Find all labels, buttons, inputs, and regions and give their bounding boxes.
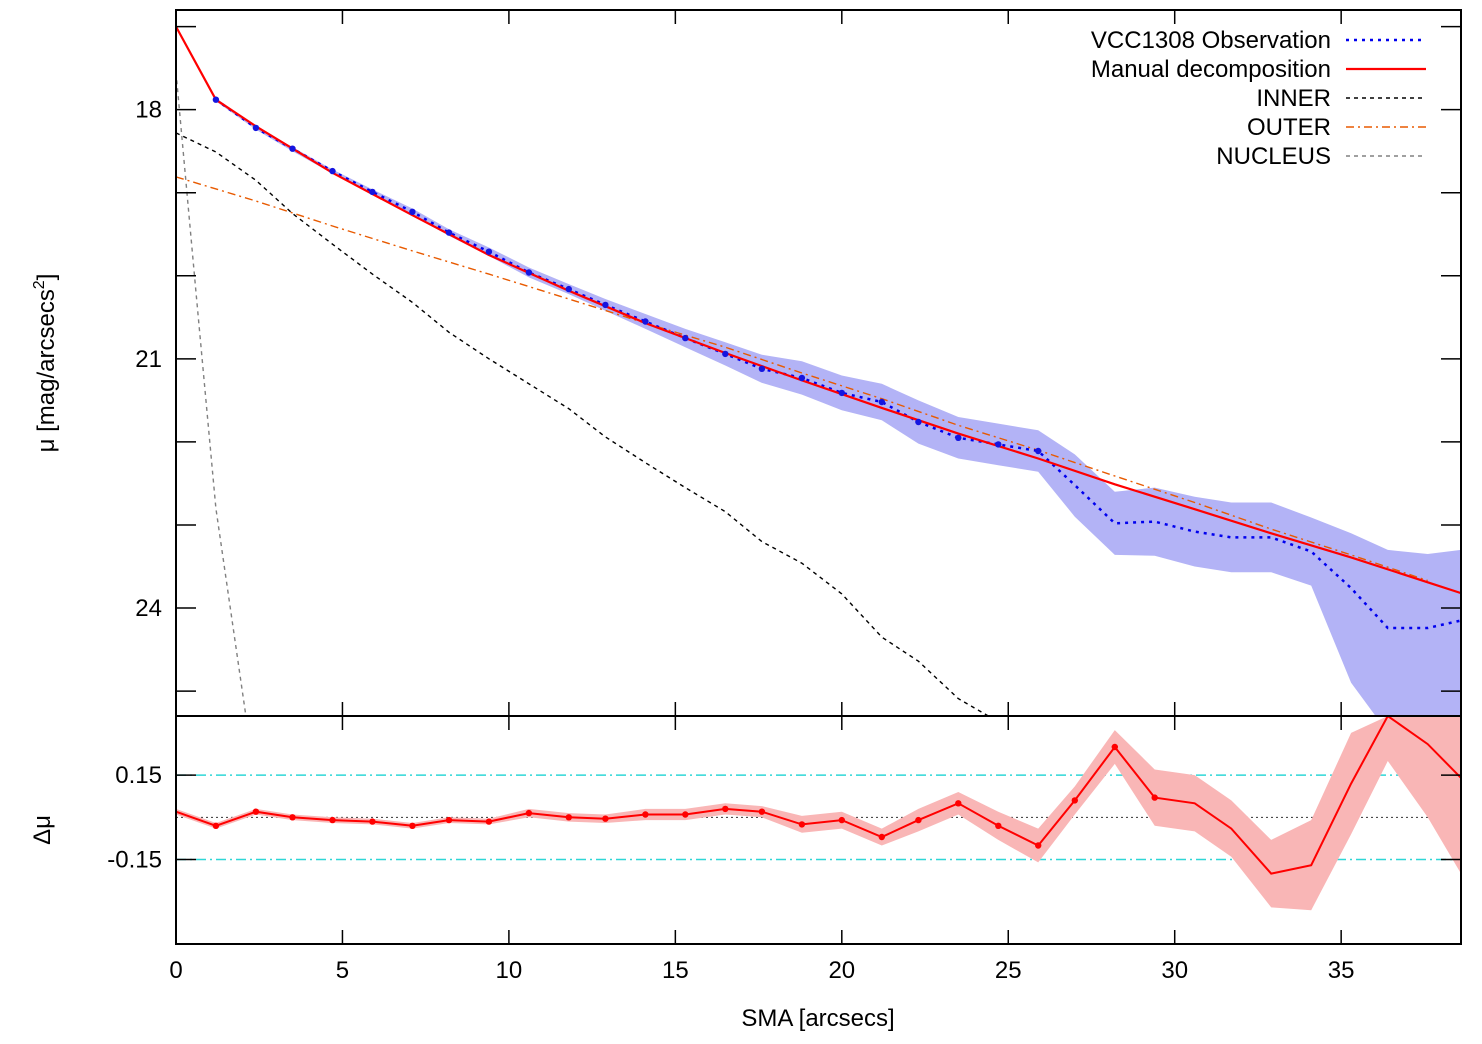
observation-point (445, 229, 453, 236)
main-y-ticks: 18 21 24 (135, 25, 1461, 692)
x-tick-label: 25 (995, 957, 1022, 984)
observation-error-band (215, 98, 1461, 716)
x-tick-label: 35 (1328, 957, 1355, 984)
observation-point (485, 248, 493, 255)
residual-point (995, 822, 1002, 829)
series-line-inner (176, 132, 989, 716)
observation-point (642, 318, 649, 325)
residual-point (758, 808, 766, 815)
residual-point (369, 818, 376, 825)
residual-point (1151, 794, 1158, 801)
legend-label-manual-decomposition: Manual decomposition (1091, 56, 1331, 83)
observation-point (212, 96, 220, 103)
x-tick-label: 10 (496, 957, 523, 984)
residual-error-band (176, 716, 1461, 911)
residual-point (565, 814, 572, 821)
residual-point (409, 822, 416, 829)
residual-point (682, 811, 689, 818)
observation-point (838, 389, 845, 397)
residual-point (642, 811, 649, 818)
residual-x-ticks: 0 5 10 15 20 25 30 35 (169, 716, 1355, 984)
observation-point (878, 398, 885, 406)
series-line-nucleus (176, 72, 247, 716)
residual-point (212, 822, 220, 829)
observation-point (758, 365, 766, 372)
residual-markers (212, 743, 1158, 849)
residual-plot-frame (175, 715, 1462, 945)
residual-y-axis-label: Δμ (29, 815, 56, 845)
observation-point (1035, 447, 1042, 455)
observation-point (995, 441, 1002, 448)
main-y-axis-label-close: ] (33, 274, 60, 281)
y-tick-label: 24 (135, 595, 162, 622)
legend-label-nucleus: NUCLEUS (1216, 143, 1331, 170)
x-tick-label: 15 (662, 957, 689, 984)
residual-point (798, 821, 806, 828)
residual-point (1035, 842, 1042, 849)
residual-point (525, 809, 533, 817)
legend-label-vcc1308-observation: VCC1308 Observation (1091, 27, 1331, 54)
residual-y-ticks: 0.15 -0.15 (107, 762, 1461, 874)
y-tick-label: 0.15 (115, 762, 162, 789)
residual-point (252, 808, 260, 815)
x-axis-label: SMA [arcsecs] (741, 1005, 894, 1032)
legend-label-outer: OUTER (1247, 114, 1331, 141)
observation-point (409, 208, 416, 215)
observation-markers (212, 96, 1042, 455)
residual-error-band-area (176, 716, 1461, 911)
x-tick-label: 0 (169, 957, 182, 984)
residual-point (955, 800, 962, 807)
residual-point (1111, 743, 1119, 751)
series-line-outer (176, 176, 1428, 582)
main-y-axis-label-superscript: 2 (31, 280, 48, 289)
residual-point (838, 816, 845, 824)
observation-point (915, 418, 922, 426)
residual-point (915, 816, 922, 824)
y-tick-label: -0.15 (107, 847, 162, 874)
observation-point (289, 145, 296, 152)
residual-point (289, 814, 296, 821)
residual-point (329, 816, 336, 824)
residual-point (485, 818, 493, 825)
observation-point (798, 374, 806, 382)
x-tick-label: 5 (336, 957, 349, 984)
residual-point (722, 805, 729, 813)
residual-line (176, 716, 1461, 875)
observation-point (252, 124, 260, 132)
observation-point (329, 167, 336, 175)
residual-series-line (176, 716, 1461, 875)
series-line-vcc1308-observation (215, 98, 1461, 630)
main-y-axis-label: μ [mag/arcsecs2] (31, 274, 60, 453)
observation-point (602, 301, 609, 309)
x-tick-label: 30 (1161, 957, 1188, 984)
legend-label-inner: INNER (1256, 85, 1331, 112)
observation-point (722, 350, 729, 358)
residual-point (1071, 797, 1079, 804)
y-tick-label: 18 (135, 97, 162, 124)
observation-point (955, 434, 962, 441)
y-tick-label: 21 (135, 346, 162, 373)
observation-error-band-area (215, 98, 1461, 716)
observation-point (525, 269, 533, 276)
x-tick-label: 20 (828, 957, 855, 984)
main-y-axis-label-text: μ [mag/arcsecs (33, 289, 60, 452)
observation-point (369, 188, 376, 196)
residual-point (602, 815, 609, 822)
residual-point (445, 816, 453, 824)
observation-point (565, 285, 572, 293)
observation-point (682, 334, 689, 342)
residual-point (878, 833, 885, 841)
residual-plot-area: 0.15 -0.15 0 5 10 15 20 25 30 35 (107, 715, 1462, 984)
